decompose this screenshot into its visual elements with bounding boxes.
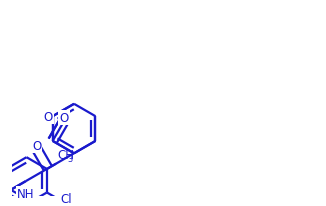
Text: 3: 3 (67, 154, 73, 163)
Text: O: O (32, 139, 41, 152)
Text: CH: CH (57, 149, 75, 162)
Text: O: O (43, 110, 53, 123)
Text: NH: NH (17, 187, 35, 200)
Text: Cl: Cl (60, 192, 72, 205)
Text: O: O (59, 112, 68, 125)
